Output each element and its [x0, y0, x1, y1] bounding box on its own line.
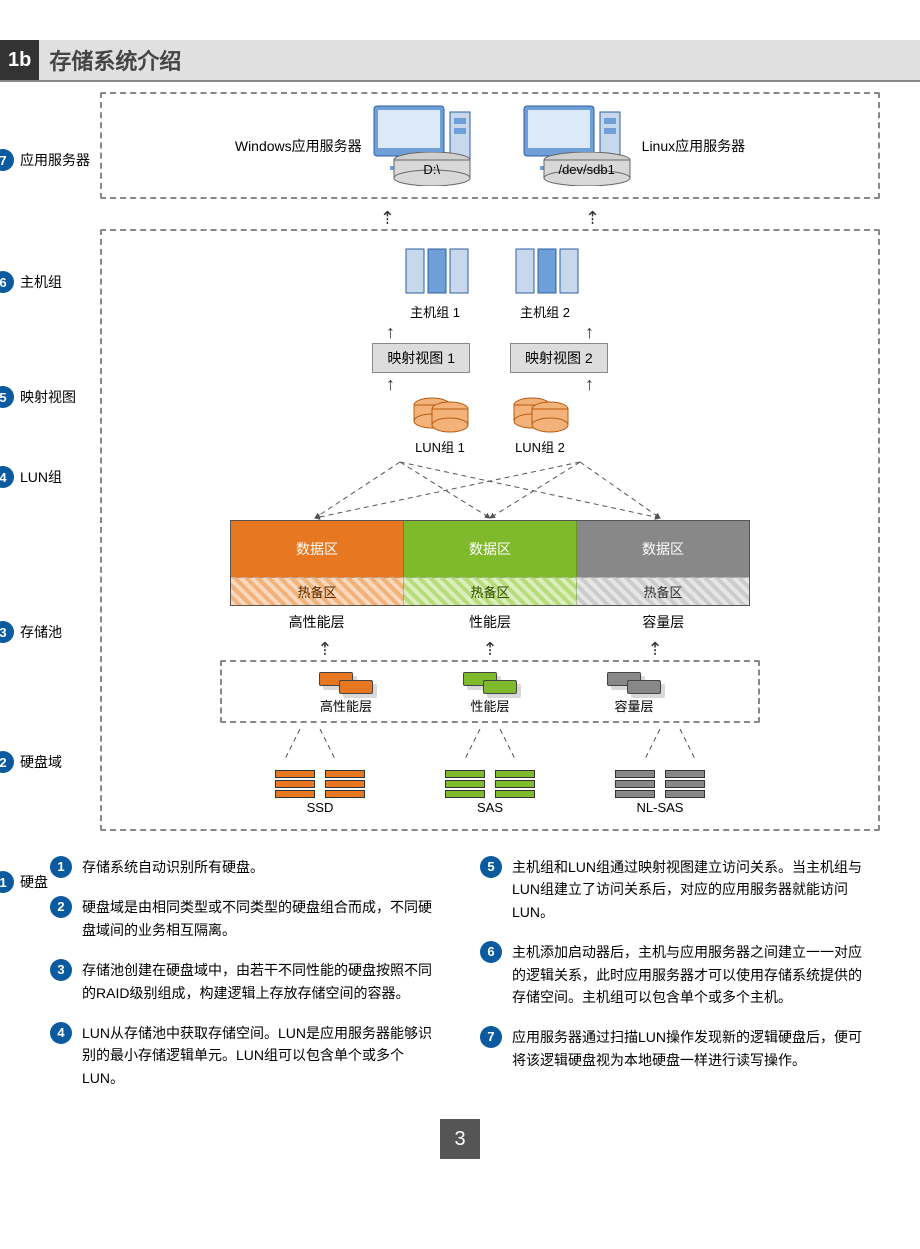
page-header: 1b 存储系统介绍: [0, 40, 920, 82]
linux-caption: Linux应用服务器: [642, 136, 745, 156]
arrows-3-2: [116, 640, 864, 658]
pool-spare-1: 热备区: [404, 577, 577, 605]
pool-data-2: 数据区: [577, 521, 749, 577]
bullet-6: 6: [0, 271, 14, 293]
note-bullet-3: 3: [50, 959, 72, 981]
note-2: 硬盘域是由相同类型或不同类型的硬盘组合而成，不同硬盘域间的业务相互隔离。: [82, 896, 440, 941]
bullet-2: 2: [0, 751, 14, 773]
notes-section: 1 存储系统自动识别所有硬盘。 2 硬盘域是由相同类型或不同类型的硬盘组合而成，不同…: [50, 856, 870, 1089]
header-title: 存储系统介绍: [39, 40, 920, 80]
mapping-view-1: 映射视图 1: [372, 343, 470, 373]
lungroup1-label: LUN组 1: [415, 437, 465, 456]
mapping-view-2: 映射视图 2: [510, 343, 608, 373]
bullet-3: 3: [0, 621, 14, 643]
domain-tier-2: 容量层: [614, 696, 653, 715]
pool-tier-0: 高性能层: [230, 606, 403, 638]
layer1-label: 硬盘: [20, 872, 48, 892]
note-bullet-7: 7: [480, 1026, 502, 1048]
pool-tier-2: 容量层: [577, 606, 750, 638]
architecture-diagram: 7 应用服务器 Windows应用服务器: [100, 92, 880, 831]
physical-disks-row: SSD SAS NL-SAS: [116, 770, 864, 815]
hostgroup2-label: 主机组 2: [520, 302, 570, 321]
layer2-label: 硬盘域: [20, 752, 62, 772]
storage-system-box: 6 主机组 主机组 1 主机组 2: [100, 229, 880, 831]
linux-mount: /dev/sdb1: [542, 162, 632, 177]
storage-pool: 数据区 数据区 数据区 热备区 热备区 热备区: [230, 520, 750, 606]
disk-icon: [495, 770, 535, 798]
hostgroup1-label: 主机组 1: [410, 302, 460, 321]
windows-server: Windows应用服务器: [235, 104, 482, 187]
bullet-1: 1: [0, 871, 14, 893]
pool-spare-0: 热备区: [231, 577, 404, 605]
layer5-label: 映射视图: [20, 387, 76, 407]
mini-disks-sas: [463, 672, 517, 694]
page-number: 3: [440, 1119, 480, 1159]
note-6: 主机添加启动器后，主机与应用服务器之间建立一一对应的逻辑关系，此时应用服务器才可…: [512, 941, 870, 1008]
host-group-row: 主机组 1 主机组 2: [116, 245, 864, 321]
note-bullet-1: 1: [50, 856, 72, 878]
note-4: LUN从存储池中获取存储空间。LUN是应用服务器能够识别的最小存储逻辑单元。LU…: [82, 1022, 440, 1089]
hostgroup-icon: [400, 245, 470, 300]
bullet-7: 7: [0, 149, 14, 171]
note-bullet-6: 6: [480, 941, 502, 963]
windows-caption: Windows应用服务器: [235, 136, 362, 156]
layer-app-servers: 7 应用服务器 Windows应用服务器: [100, 92, 880, 199]
header-badge: 1b: [0, 40, 39, 80]
arrows-2-1: [230, 727, 750, 766]
note-5: 主机组和LUN组通过映射视图建立访问关系。当主机组与LUN组建立了访问关系后，对…: [512, 856, 870, 923]
arrows-5-4: [116, 375, 864, 393]
bullet-4: 4: [0, 466, 14, 488]
domain-tier-1: 性能层: [470, 696, 509, 715]
note-7: 应用服务器通过扫描LUN操作发现新的逻辑硬盘后，便可将该逻辑硬盘视为本地硬盘一样…: [512, 1026, 870, 1071]
layer7-label: 应用服务器: [20, 150, 90, 170]
lungroup-icon: [410, 395, 470, 435]
disk-type-0: SSD: [307, 800, 334, 815]
disk-icon: [275, 770, 315, 798]
pool-spare-2: 热备区: [577, 577, 749, 605]
mini-disks-nlsas: [607, 672, 661, 694]
lungroup2-label: LUN组 2: [515, 437, 565, 456]
note-bullet-4: 4: [50, 1022, 72, 1044]
mapping-view-row: 映射视图 1 映射视图 2: [116, 343, 864, 373]
pool-data-0: 数据区: [231, 521, 404, 577]
disk-type-1: SAS: [477, 800, 503, 815]
pool-data-1: 数据区: [404, 521, 577, 577]
linux-server: /dev/sdb1 Linux应用服务器: [522, 104, 745, 187]
pool-tier-1: 性能层: [403, 606, 576, 638]
layer4-label: LUN组: [20, 467, 62, 487]
arrows-6-5: [116, 323, 864, 341]
mini-disks-ssd: [319, 672, 373, 694]
domain-tier-0: 高性能层: [320, 696, 372, 715]
disk-icon: [325, 770, 365, 798]
lun-group-row: LUN组 1 LUN组 2: [116, 395, 864, 456]
disk-domain-box: 高性能层 性能层 容量层: [220, 660, 760, 723]
layer6-label: 主机组: [20, 272, 62, 292]
layer3-label: 存储池: [20, 622, 62, 642]
lun-to-pool-arrows: [230, 460, 750, 520]
note-bullet-2: 2: [50, 896, 72, 918]
disk-icon: [615, 770, 655, 798]
note-bullet-5: 5: [480, 856, 502, 878]
disk-icon: [445, 770, 485, 798]
hostgroup-icon: [510, 245, 580, 300]
arrows-7-6: [100, 209, 880, 227]
note-1: 存储系统自动识别所有硬盘。: [82, 856, 440, 878]
disk-icon: [665, 770, 705, 798]
bullet-5: 5: [0, 386, 14, 408]
windows-mount: D:\: [392, 162, 472, 177]
lungroup-icon: [510, 395, 570, 435]
disk-type-2: NL-SAS: [637, 800, 684, 815]
note-3: 存储池创建在硬盘域中，由若干不同性能的硬盘按照不同的RAID级别组成，构建逻辑上…: [82, 959, 440, 1004]
